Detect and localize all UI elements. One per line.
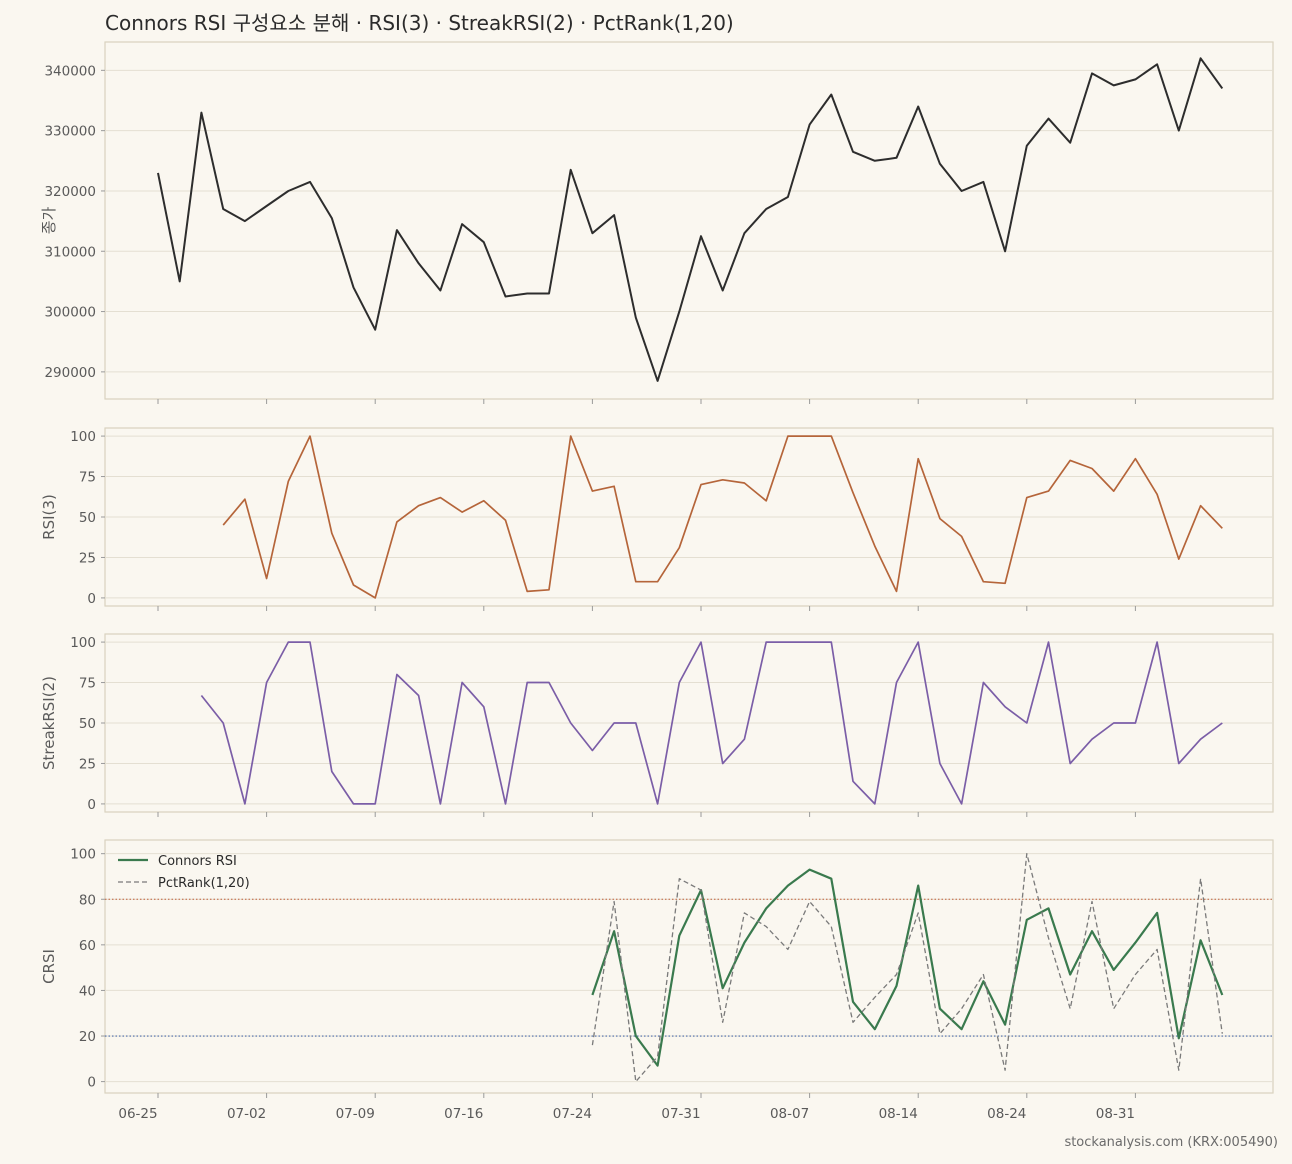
panel-1: 290000 300000 310000 320000 330000 340000 종가 <box>40 41 1274 404</box>
y-axis-label: CRSI <box>40 949 58 984</box>
x-tick-label: 07-02 <box>227 1106 266 1122</box>
y-tick-label: 75 <box>79 676 96 692</box>
panel-frame <box>104 839 1274 1094</box>
chart-title: Connors RSI 구성요소 분해 · RSI(3) · StreakRSI… <box>105 11 734 35</box>
x-tick-label: 08-14 <box>879 1106 918 1122</box>
series-line-crsi <box>591 868 1224 1067</box>
y-tick-label: 0 <box>87 797 96 813</box>
y-tick-label: 100 <box>70 635 96 651</box>
y-tick-label: 80 <box>79 892 96 908</box>
y-tick-label: 100 <box>70 429 96 445</box>
panel-2: 0 25 50 75 100 RSI(3) <box>40 427 1274 611</box>
panel-frame <box>104 41 1274 400</box>
x-tick-label: 07-09 <box>336 1106 375 1122</box>
y-tick-label: 0 <box>87 591 96 607</box>
watermark: stockanalysis.com (KRX:005490) <box>1064 1135 1278 1150</box>
legend: Connors RSI PctRank(1,20) <box>118 854 250 891</box>
y-tick-label: 25 <box>79 756 96 772</box>
y-axis-label: RSI(3) <box>40 494 58 540</box>
x-tick-label: 07-16 <box>444 1106 483 1122</box>
y-axis-label: 종가 <box>40 207 58 235</box>
y-tick-label: 60 <box>79 938 96 954</box>
y-tick-label: 310000 <box>44 244 96 260</box>
x-tick-label: 08-07 <box>770 1106 809 1122</box>
y-tick-label: 330000 <box>44 124 96 140</box>
y-tick-label: 100 <box>70 847 96 863</box>
panel-3: 0 25 50 75 100 StreakRSI(2) <box>40 633 1274 817</box>
y-tick-label: 50 <box>79 510 96 526</box>
y-tick-label: 40 <box>79 983 96 999</box>
y-tick-label: 20 <box>79 1029 96 1045</box>
y-tick-label: 0 <box>87 1075 96 1091</box>
legend-label-crsi: Connors RSI <box>158 854 237 869</box>
x-tick-label: 06-25 <box>118 1106 157 1122</box>
series-line-close <box>157 57 1224 382</box>
y-tick-label: 75 <box>79 470 96 486</box>
x-tick-label: 07-31 <box>661 1106 700 1122</box>
y-tick-label: 290000 <box>44 365 96 381</box>
y-axis-label: StreakRSI(2) <box>40 676 58 770</box>
x-tick-label: 08-31 <box>1096 1106 1135 1122</box>
series-line-pctrank <box>591 853 1223 1083</box>
y-tick-label: 320000 <box>44 184 96 200</box>
x-tick-label: 08-24 <box>987 1106 1026 1122</box>
x-tick-label: 07-24 <box>553 1106 592 1122</box>
legend-label-pctrank: PctRank(1,20) <box>158 876 250 891</box>
y-tick-label: 300000 <box>44 305 96 321</box>
series-line-streak <box>200 641 1223 805</box>
y-tick-label: 340000 <box>44 63 96 79</box>
chart-panels: 290000 300000 310000 320000 330000 340000 종가 0 2… <box>40 41 1274 1122</box>
y-tick-label: 50 <box>79 716 96 732</box>
y-tick-label: 25 <box>79 550 96 566</box>
panel-4: 0 20 40 60 80 100 CRSI Connors RSI PctRank(1,20)… <box>40 839 1274 1122</box>
